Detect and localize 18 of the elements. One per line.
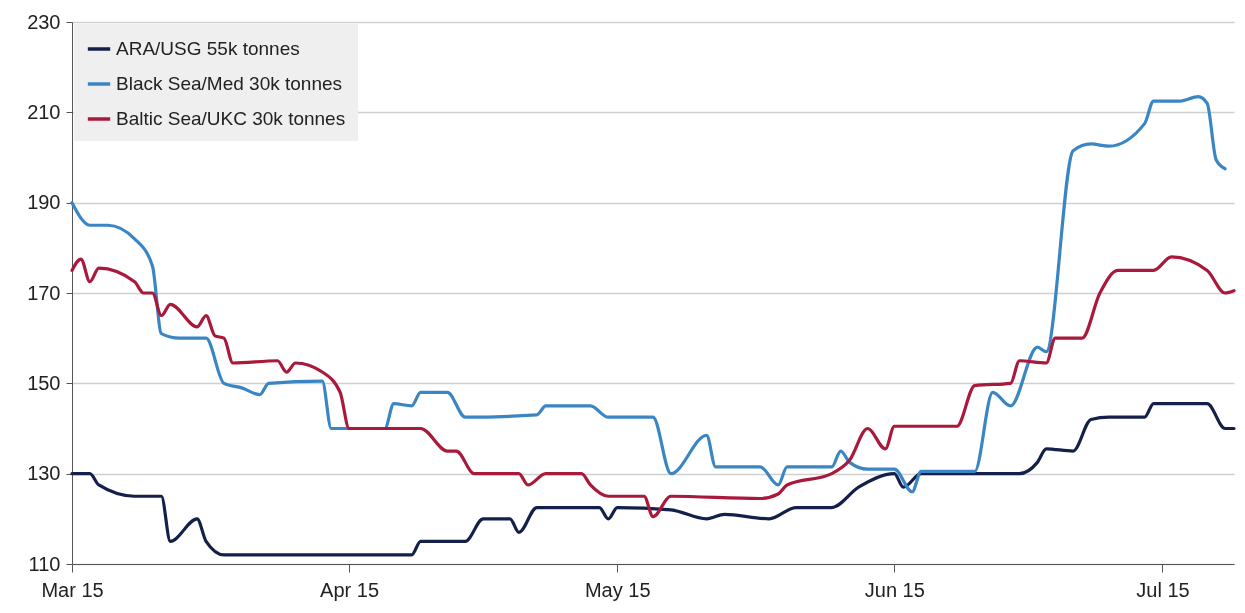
legend-label: ARA/USG 55k tonnes — [116, 38, 300, 59]
legend-label: Baltic Sea/UKC 30k tonnes — [116, 108, 346, 129]
x-tick-label: Mar 15 — [41, 578, 104, 601]
x-tick-label: Jul 15 — [1136, 578, 1190, 601]
y-tick-label: 190 — [27, 191, 61, 214]
y-tick-label: 230 — [27, 10, 61, 33]
y-tick-label: 170 — [27, 281, 61, 304]
line-series — [70, 255, 1236, 519]
x-tick-label: Jun 15 — [864, 578, 925, 601]
y-tick-label: 210 — [27, 100, 61, 123]
legend-label: Black Sea/Med 30k tonnes — [116, 73, 343, 94]
y-tick-label: 130 — [27, 462, 61, 485]
line-series — [70, 402, 1236, 557]
x-tick-label: May 15 — [584, 578, 651, 601]
y-tick-label: 150 — [27, 371, 61, 394]
x-tick-label: Apr 15 — [320, 578, 380, 601]
y-tick-label: 110 — [28, 552, 61, 575]
line-series — [70, 94, 1227, 494]
